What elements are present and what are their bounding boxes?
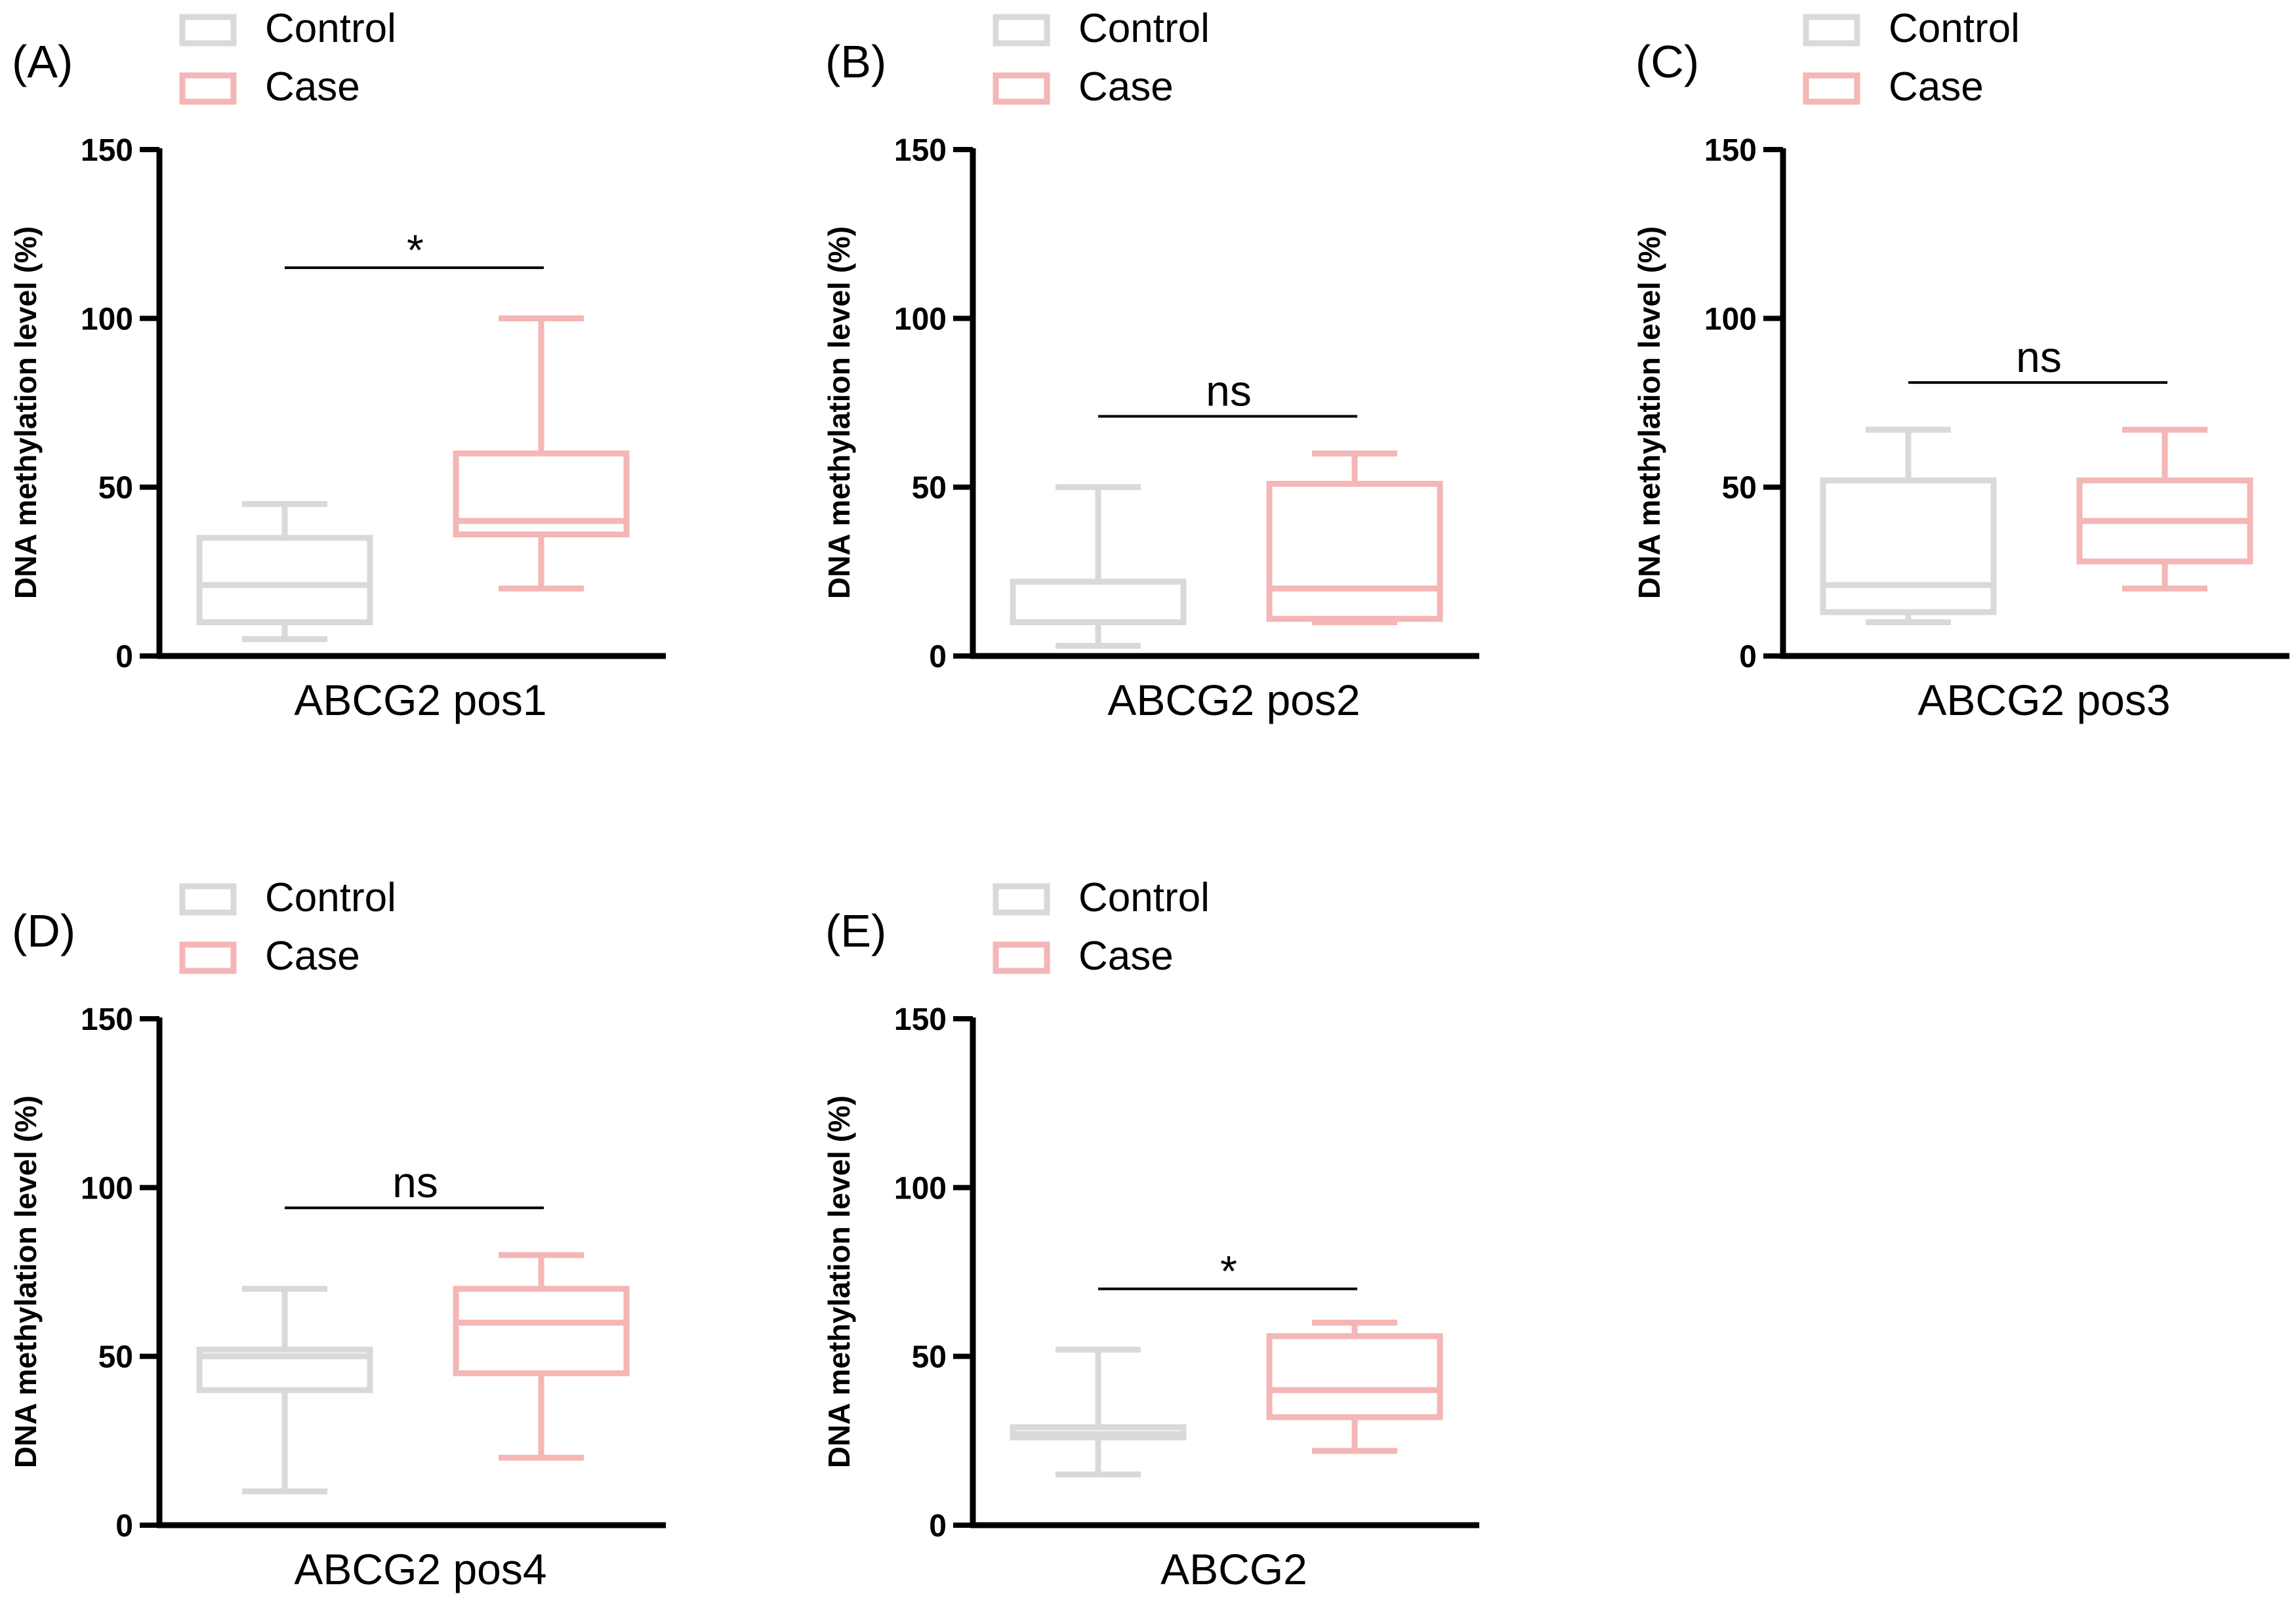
legend-swatch-case bbox=[993, 72, 1050, 105]
legend-swatch-case bbox=[179, 941, 237, 974]
x-category-label: ABCG2 pos1 bbox=[294, 676, 546, 724]
legend-swatch-case bbox=[179, 72, 237, 105]
legend-label-control: Control bbox=[265, 6, 396, 51]
y-tick-label: 0 bbox=[929, 640, 947, 674]
y-tick-label: 150 bbox=[894, 133, 947, 168]
y-tick-label: 100 bbox=[894, 302, 947, 337]
y-axis-title: DNA methylation level (%) bbox=[9, 226, 43, 599]
legend-label-control: Control bbox=[1078, 6, 1210, 51]
panel-label: (E) bbox=[825, 905, 886, 956]
legend-swatch-control bbox=[179, 883, 237, 916]
x-category-label: ABCG2 bbox=[1160, 1545, 1307, 1593]
legend-label-case: Case bbox=[1889, 64, 1984, 110]
legend-swatch-case bbox=[1803, 72, 1860, 105]
significance-label: ns bbox=[2016, 333, 2062, 381]
significance-label: ns bbox=[1206, 367, 1252, 415]
y-tick-label: 100 bbox=[894, 1171, 947, 1206]
y-tick-label: 150 bbox=[894, 1002, 947, 1037]
legend-label-control: Control bbox=[265, 875, 396, 920]
y-tick-label: 150 bbox=[81, 133, 133, 168]
panel-label: (D) bbox=[12, 905, 75, 956]
y-axis-title: DNA methylation level (%) bbox=[822, 1096, 856, 1468]
y-axis-title: DNA methylation level (%) bbox=[9, 1096, 43, 1468]
x-category-label: ABCG2 pos3 bbox=[1917, 676, 2170, 724]
legend-swatch-control bbox=[993, 14, 1050, 47]
y-tick-label: 50 bbox=[1722, 471, 1757, 506]
control-box bbox=[1010, 579, 1187, 626]
legend-swatch-control bbox=[1803, 14, 1860, 47]
case-box bbox=[1266, 1333, 1443, 1420]
significance-label: * bbox=[1220, 1247, 1237, 1296]
significance-label: * bbox=[407, 226, 424, 274]
control-box bbox=[1820, 477, 1997, 615]
chart-panel-3: (C) Control Case 0 50 100 150 DNA methylation l… bbox=[1632, 6, 2289, 724]
significance-label: ns bbox=[392, 1158, 438, 1206]
legend-swatch-control bbox=[179, 14, 237, 47]
legend-label-case: Case bbox=[1078, 64, 1174, 110]
legend-label-control: Control bbox=[1889, 6, 2020, 51]
y-tick-label: 50 bbox=[98, 471, 133, 506]
legend-swatch-control bbox=[993, 883, 1050, 916]
legend-swatch-case bbox=[993, 941, 1050, 974]
chart-panel-1: (A) Control Case 0 50 100 150 DNA methylation l… bbox=[9, 6, 666, 724]
case-box bbox=[453, 1286, 630, 1376]
panel-label: (A) bbox=[12, 36, 73, 87]
panel-label: (B) bbox=[825, 36, 886, 87]
x-category-label: ABCG2 pos2 bbox=[1107, 676, 1360, 724]
y-tick-label: 0 bbox=[1739, 640, 1757, 674]
y-tick-label: 150 bbox=[1704, 133, 1757, 168]
panel-label: (C) bbox=[1635, 36, 1699, 87]
y-axis-title: DNA methylation level (%) bbox=[822, 226, 856, 599]
chart-panel-2: (B) Control Case 0 50 100 150 DNA methylation l… bbox=[822, 6, 1479, 724]
control-box bbox=[196, 535, 373, 626]
y-tick-label: 100 bbox=[1704, 302, 1757, 337]
x-category-label: ABCG2 pos4 bbox=[294, 1545, 546, 1593]
legend-label-case: Case bbox=[265, 933, 360, 979]
chart-panel-4: (D) Control Case 0 50 100 150 DNA methylation l… bbox=[9, 875, 666, 1593]
y-tick-label: 150 bbox=[81, 1002, 133, 1037]
legend-label-control: Control bbox=[1078, 875, 1210, 920]
y-tick-label: 50 bbox=[912, 1340, 947, 1375]
y-tick-label: 0 bbox=[115, 1509, 133, 1544]
y-tick-label: 0 bbox=[115, 640, 133, 674]
y-tick-label: 100 bbox=[81, 302, 133, 337]
legend-label-case: Case bbox=[1078, 933, 1174, 979]
y-tick-label: 50 bbox=[912, 471, 947, 506]
y-tick-label: 100 bbox=[81, 1171, 133, 1206]
y-tick-label: 0 bbox=[929, 1509, 947, 1544]
y-tick-label: 50 bbox=[98, 1340, 133, 1375]
legend-label-case: Case bbox=[265, 64, 360, 110]
chart-panel-5: (E) Control Case 0 50 100 150 DNA methylation l… bbox=[822, 875, 1479, 1593]
y-axis-title: DNA methylation level (%) bbox=[1632, 226, 1666, 599]
case-box bbox=[1266, 481, 1443, 622]
